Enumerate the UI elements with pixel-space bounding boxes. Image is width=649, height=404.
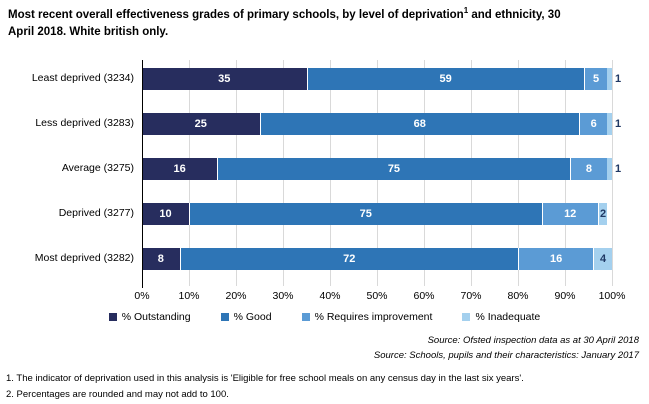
bar-segment: 16 xyxy=(142,158,218,180)
bar-segment: 75 xyxy=(189,203,542,225)
bar-row: 8 72 16 4 xyxy=(142,248,612,270)
legend-item: % Inadequate xyxy=(462,311,540,323)
footnote-1: 1. The indicator of deprivation used in … xyxy=(6,373,524,384)
source-notes: Source: Ofsted inspection data as at 30 … xyxy=(374,334,639,363)
bar-segment: 8 xyxy=(142,248,180,270)
segment-value-label: 2 xyxy=(600,208,607,220)
category-label: Least deprived (3234) xyxy=(31,72,134,84)
segment-value-label: 16 xyxy=(173,163,186,175)
plot-area: 0% 10% 20% 30% 40% 50% 60% 70% 80% 90% 100% 35 59 5 1 2… xyxy=(134,60,625,302)
legend-swatch-icon xyxy=(301,313,310,321)
category-label: Most deprived (3282) xyxy=(34,252,134,264)
bar-segment: 68 xyxy=(259,113,580,135)
segment-value-label: 68 xyxy=(413,118,426,130)
x-tick-label: 10% xyxy=(178,290,200,302)
legend: % Outstanding % Good % Requires improvemen… xyxy=(0,311,649,323)
legend-item: % Good xyxy=(220,311,272,323)
legend-label: % Inadequate xyxy=(475,311,541,323)
source-line-2: Source: Schools, pupils and their charac… xyxy=(373,349,639,361)
bar-row: 25 68 6 1 xyxy=(142,113,621,135)
segment-value-label: 59 xyxy=(439,73,452,85)
source-line-1: Source: Ofsted inspection data as at 30 … xyxy=(427,335,639,346)
segment-value-label: 75 xyxy=(387,163,401,175)
segment-value-label: 35 xyxy=(218,73,231,85)
legend-item: % Outstanding xyxy=(108,311,191,323)
x-tick-label: 30% xyxy=(272,290,294,302)
category-label: Average (3275) xyxy=(61,162,134,174)
x-tick-label: 20% xyxy=(225,290,247,302)
y-axis-line xyxy=(142,60,143,288)
legend-label: % Outstanding xyxy=(121,311,191,323)
x-tick-label: 90% xyxy=(554,290,576,302)
bar-segment: 4 xyxy=(593,248,612,270)
bar-segment xyxy=(607,68,612,90)
segment-value-label: 72 xyxy=(343,253,356,265)
bar-segment: 35 xyxy=(142,68,307,90)
bar-segment: 12 xyxy=(541,203,598,225)
legend-swatch-icon xyxy=(220,313,229,321)
footnote-2: 2. Percentages are rounded and may not a… xyxy=(6,389,229,401)
legend-swatch-icon xyxy=(462,313,471,321)
segment-value-label: 8 xyxy=(585,163,593,175)
category-label: Deprived (3277) xyxy=(58,207,134,219)
title-text: Most recent overall effectiveness grades… xyxy=(8,8,464,21)
bar-segment xyxy=(607,113,612,135)
legend-swatch-icon xyxy=(108,313,117,321)
category-label: Less deprived (3283) xyxy=(35,117,134,129)
segment-value-label: 75 xyxy=(359,208,372,220)
bar-row: 35 59 5 1 xyxy=(142,68,621,90)
bar-segment: 72 xyxy=(179,248,518,270)
bar-segment: 10 xyxy=(142,203,189,225)
segment-value-label-outside: 1 xyxy=(615,73,622,85)
x-tick-label: 100% xyxy=(598,290,626,302)
legend-label: % Requires improvement xyxy=(314,311,433,323)
segment-value-label: 4 xyxy=(600,253,607,265)
segment-value-label: 6 xyxy=(590,118,597,130)
x-tick-label: 50% xyxy=(366,290,388,302)
title-text-continued: and ethnicity, 30 April 2018. White brit… xyxy=(8,8,561,38)
footnotes: 1. The indicator of deprivation used in … xyxy=(6,371,643,403)
segment-value-label: 8 xyxy=(157,253,164,265)
x-tick-label: 60% xyxy=(413,290,435,302)
x-tick-label: 40% xyxy=(319,290,341,302)
x-tick-label: 70% xyxy=(460,290,482,302)
title-superscript: 1 xyxy=(463,6,469,15)
bar-segment: 16 xyxy=(517,248,594,270)
x-tick-label: 0% xyxy=(134,290,150,302)
bar-segment xyxy=(607,158,612,180)
bar-segment: 6 xyxy=(579,113,608,135)
x-tick-label: 80% xyxy=(507,290,529,302)
bar-segment: 59 xyxy=(306,68,584,90)
segment-value-label-outside: 1 xyxy=(615,163,622,175)
segment-value-label: 25 xyxy=(194,118,207,130)
bar-segment: 8 xyxy=(569,158,608,180)
legend-label: % Good xyxy=(233,311,272,323)
legend-item: % Requires improvement xyxy=(301,311,433,323)
bar-segment: 75 xyxy=(217,158,570,180)
gridline-100% xyxy=(612,60,613,286)
segment-value-label: 5 xyxy=(592,73,600,85)
chart-title: Most recent overall effectiveness grades… xyxy=(8,5,586,40)
segment-value-label-outside: 1 xyxy=(615,118,622,130)
segment-value-label: 16 xyxy=(549,253,563,265)
segment-value-label: 12 xyxy=(564,208,577,220)
bar-row: 10 75 12 2 xyxy=(142,203,612,225)
bar-segment: 5 xyxy=(583,68,608,90)
segment-value-label: 10 xyxy=(159,208,172,220)
bar-row: 16 75 8 1 xyxy=(142,158,621,180)
bar-segment: 25 xyxy=(142,113,260,135)
bar-segment: 2 xyxy=(597,203,608,225)
